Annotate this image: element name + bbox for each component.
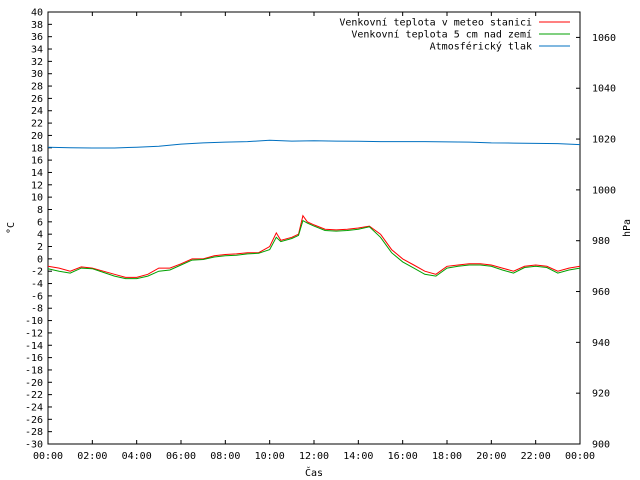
y2-axis-label: hPa <box>622 219 633 237</box>
y-tick-label: 2 <box>37 242 43 253</box>
x-tick-label: 06:00 <box>166 451 196 462</box>
x-tick-label: 08:00 <box>210 451 240 462</box>
y2-tick-label: 980 <box>592 236 610 247</box>
y2-ticks: 1060 1040 1020 1000 980 960 940 920 900 <box>576 33 616 451</box>
y-tick-label: -26 <box>25 415 43 426</box>
y-tick-label: 32 <box>31 57 43 68</box>
y-tick-label: 30 <box>31 69 43 80</box>
y-tick-label: 6 <box>37 217 43 228</box>
x-axis-label: Čas <box>305 466 323 479</box>
x-tick-label: 14:00 <box>343 451 373 462</box>
y-tick-label: -30 <box>25 440 43 451</box>
y-tick-label: 4 <box>37 230 43 241</box>
y-tick-label: -24 <box>25 402 43 413</box>
series-line-2 <box>47 219 581 280</box>
y2-tick-label: 1020 <box>592 135 616 146</box>
y-tick-label: -18 <box>25 365 43 376</box>
series-lines <box>47 139 581 280</box>
x-tick-label: 00:00 <box>33 451 63 462</box>
y-tick-label: 34 <box>31 45 43 56</box>
y2-tick-label: 960 <box>592 287 610 298</box>
y-tick-label: -6 <box>31 291 43 302</box>
legend-label: Venkovní teplota v meteo stanici <box>339 17 532 29</box>
y2-tick-label: 1000 <box>592 185 616 196</box>
y-tick-label: 40 <box>31 8 43 19</box>
y2-tick-label: 920 <box>592 389 610 400</box>
legend-label: Atmosférický tlak <box>430 41 532 53</box>
y-tick-label: -22 <box>25 390 43 401</box>
y-tick-label: -12 <box>25 328 43 339</box>
y-tick-label: -10 <box>25 316 43 327</box>
y-tick-label: -2 <box>31 267 43 278</box>
y2-tick-label: 900 <box>592 440 610 451</box>
y-tick-label: 26 <box>31 94 43 105</box>
y-tick-label: -4 <box>31 279 43 290</box>
x-tick-label: 02:00 <box>77 451 107 462</box>
y-tick-label: 22 <box>31 119 43 130</box>
x-tick-label: 18:00 <box>432 451 462 462</box>
y-tick-label: 8 <box>37 205 43 216</box>
legend: Venkovní teplota v meteo staniciVenkovní… <box>339 17 570 53</box>
y-tick-label: 24 <box>31 106 43 117</box>
y-tick-label: 0 <box>37 254 43 265</box>
y-tick-label: -8 <box>31 304 43 315</box>
y-tick-label: 28 <box>31 82 43 93</box>
y-tick-label: 36 <box>31 32 43 43</box>
y2-tick-label: 940 <box>592 338 610 349</box>
legend-label: Venkovní teplota 5 cm nad zemí <box>351 29 532 41</box>
x-tick-label: 00:00 <box>565 451 595 462</box>
y-tick-label: -20 <box>25 378 43 389</box>
y-tick-label: -14 <box>25 341 43 352</box>
x-tick-label: 10:00 <box>255 451 285 462</box>
y-tick-label: 10 <box>31 193 43 204</box>
y-tick-label: 38 <box>31 20 43 31</box>
y-axis-label: °C <box>6 222 17 234</box>
x-tick-label: 16:00 <box>388 451 418 462</box>
y-tick-label: 16 <box>31 156 43 167</box>
y2-tick-label: 1040 <box>592 84 616 95</box>
y-tick-label: -28 <box>25 427 43 438</box>
x-tick-label: 22:00 <box>521 451 551 462</box>
y-tick-label: 12 <box>31 180 43 191</box>
y-ticks: 4038363432302826242220181614121086420-2-… <box>25 8 52 451</box>
x-tick-label: 20:00 <box>476 451 506 462</box>
x-tick-label: 12:00 <box>299 451 329 462</box>
x-tick-label: 04:00 <box>122 451 152 462</box>
y-tick-label: -16 <box>25 353 43 364</box>
plot-area <box>47 11 581 445</box>
series-line-1 <box>47 214 581 278</box>
x-ticks: 00:00 02:00 04:00 06:00 08:00 10:00 12:00 14:00… <box>33 12 595 462</box>
series-line-3 <box>47 139 581 149</box>
y-tick-label: 14 <box>31 168 43 179</box>
y2-tick-label: 1060 <box>592 33 616 44</box>
y-tick-label: 18 <box>31 143 43 154</box>
y-tick-label: 20 <box>31 131 43 142</box>
